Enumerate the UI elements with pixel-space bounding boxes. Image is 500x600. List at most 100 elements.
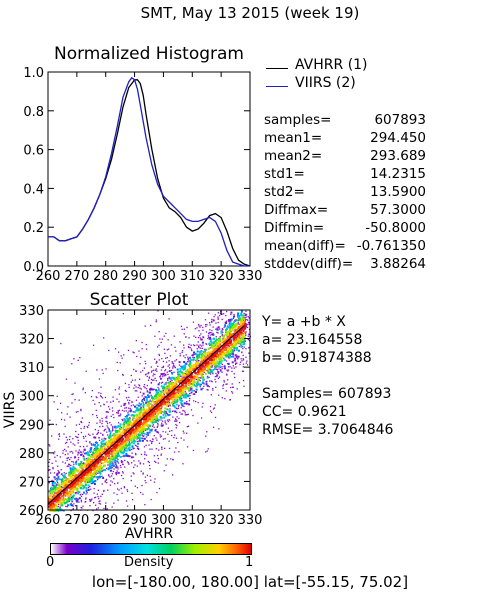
density-point [56, 483, 58, 485]
density-point [200, 417, 203, 419]
density-point [58, 433, 60, 435]
density-point [82, 470, 85, 473]
density-point [162, 374, 164, 376]
density-point [231, 370, 233, 373]
density-point [199, 376, 201, 379]
density-point [163, 348, 165, 350]
density-point [53, 401, 55, 403]
density-point [58, 483, 61, 486]
stat-row: Diffmin= -50.8000 [264, 219, 426, 237]
density-point [102, 457, 105, 460]
density-point [82, 462, 84, 465]
density-point [235, 335, 238, 337]
density-point [221, 328, 223, 330]
density-point [92, 433, 94, 435]
density-point [230, 352, 233, 355]
density-point [78, 501, 80, 503]
density-point [218, 376, 221, 378]
density-point [50, 486, 53, 489]
density-point [98, 500, 100, 503]
density-point [167, 339, 169, 341]
density-point [202, 365, 205, 368]
density-point [106, 431, 108, 433]
density-point [135, 419, 138, 422]
density-point [231, 367, 233, 369]
density-point [114, 425, 117, 428]
density-point [133, 473, 135, 475]
density-point [69, 503, 72, 506]
density-point [103, 469, 106, 472]
density-point [157, 310, 159, 312]
density-point [151, 421, 154, 424]
density-point [98, 497, 100, 500]
density-point [173, 402, 175, 404]
density-point [124, 418, 126, 421]
density-point [81, 417, 83, 419]
density-point [58, 478, 61, 481]
density-point [143, 411, 146, 414]
density-point [106, 422, 109, 425]
density-point [152, 421, 155, 424]
density-point [184, 362, 187, 365]
density-point [57, 477, 60, 479]
density-point [165, 398, 168, 401]
density-point [117, 450, 120, 453]
density-point [188, 389, 191, 392]
density-point [134, 431, 137, 434]
density-point [140, 356, 142, 358]
density-point [70, 499, 73, 501]
density-point [125, 453, 128, 455]
density-point [68, 474, 70, 477]
density-point [215, 381, 217, 383]
density-point [144, 453, 146, 456]
density-point [118, 351, 120, 353]
density-point [151, 395, 154, 398]
density-point [209, 368, 211, 370]
density-point [182, 376, 184, 378]
density-point [116, 488, 119, 490]
density-point [54, 489, 57, 492]
density-point [191, 376, 194, 379]
density-point [218, 361, 221, 364]
density-point [94, 441, 97, 444]
density-point [77, 454, 79, 456]
density-point [116, 398, 118, 400]
density-point [229, 366, 231, 368]
density-point [205, 435, 207, 437]
density-point [91, 451, 94, 454]
density-point [200, 377, 202, 379]
density-point [74, 399, 76, 401]
density-point [118, 440, 121, 443]
density-point [169, 387, 172, 390]
density-point [157, 365, 159, 367]
density-point [48, 469, 50, 472]
density-point [236, 335, 239, 338]
density-point [153, 395, 156, 398]
stat-row: std1= 14.2315 [264, 165, 426, 183]
density-point [64, 494, 67, 497]
density-point [181, 404, 184, 407]
density-point [231, 324, 234, 327]
density-point [207, 448, 209, 450]
density-point [186, 426, 188, 428]
density-point [82, 446, 85, 448]
density-point [211, 318, 213, 320]
density-point [120, 355, 122, 357]
density-point [76, 498, 79, 501]
density-point [98, 378, 100, 380]
density-point [211, 344, 214, 347]
density-point [236, 332, 239, 335]
density-point [117, 458, 119, 461]
density-point [197, 336, 200, 339]
density-point [71, 479, 74, 482]
density-point [72, 438, 74, 440]
density-point [123, 404, 125, 406]
density-point [151, 409, 154, 411]
density-point [193, 353, 195, 356]
density-point [109, 442, 111, 445]
density-point [108, 453, 110, 455]
density-point [139, 378, 141, 380]
density-point [186, 395, 189, 398]
density-point [123, 410, 125, 412]
